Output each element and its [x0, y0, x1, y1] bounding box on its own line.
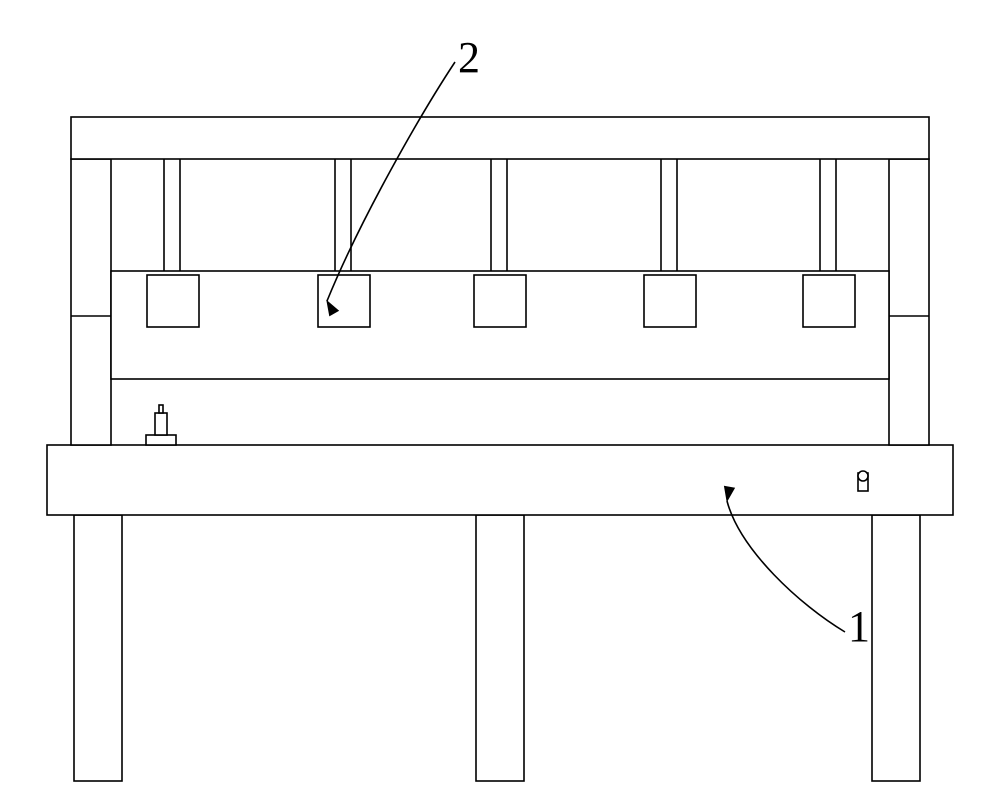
callout-1-leader	[727, 501, 845, 632]
callout-1-label: 1	[848, 605, 870, 649]
table-widget-left-cap	[159, 405, 163, 413]
schematic-svg	[0, 0, 1000, 810]
table-leg-2	[872, 515, 920, 781]
top-beam	[71, 117, 929, 159]
table-leg-0	[74, 515, 122, 781]
table-widget-right-cap	[858, 471, 868, 481]
diagram-stage: { "canvas": { "w": 1000, "h": 810 }, "st…	[0, 0, 1000, 810]
panel-box-4	[803, 275, 855, 327]
panel-box-2	[474, 275, 526, 327]
table-widget-left-shaft	[155, 413, 167, 435]
panel-box-1	[318, 275, 370, 327]
table-widget-left-base	[146, 435, 176, 445]
table-top	[47, 445, 953, 515]
table-leg-1	[476, 515, 524, 781]
callout-2-leader	[327, 62, 455, 301]
upper-left-post	[71, 159, 111, 445]
callout-2-label: 2	[458, 36, 480, 80]
panel-box-0	[147, 275, 199, 327]
upper-right-post	[889, 159, 929, 445]
panel-box-3	[644, 275, 696, 327]
